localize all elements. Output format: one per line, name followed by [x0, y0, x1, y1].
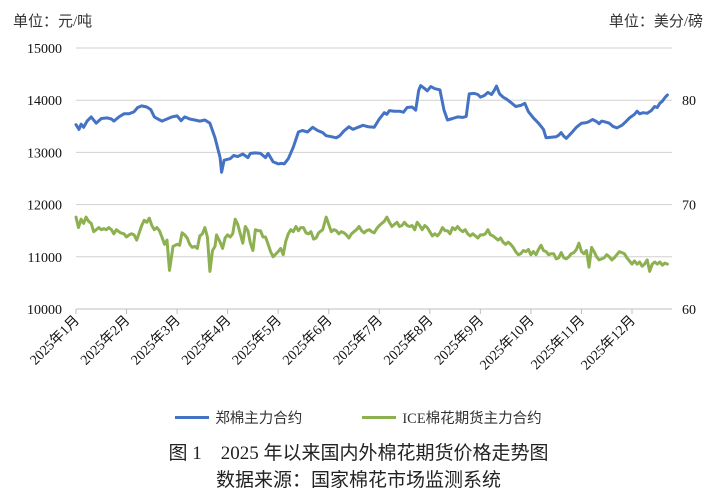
x-axis-tick-label: 2025年6月 [280, 313, 336, 369]
x-axis-tick-label: 2025年9月 [431, 313, 487, 369]
x-axis-tick-label: 2025年12月 [578, 313, 639, 374]
left-axis-tick-label: 10000 [27, 303, 62, 318]
chart-plot-area: 10000 11000 12000 13000 14000 15000 60 70 80 20… [27, 42, 696, 373]
legend-swatch-blue [175, 416, 210, 419]
legend-label-ice: ICE棉花期货主力合约 [402, 411, 542, 427]
x-axis-tick-label: 2025年3月 [128, 313, 184, 369]
legend-item-zce[interactable]: 郑棉主力合约 [175, 407, 302, 428]
gridlines [76, 47, 672, 310]
right-axis-tick-label: 80 [682, 94, 696, 109]
x-axis-tick-label: 2025年2月 [78, 313, 134, 369]
legend: 郑棉主力合约 ICE棉花期货主力合约 [0, 407, 717, 428]
left-axis-tick-label: 11000 [28, 251, 62, 266]
left-axis-tick-label: 13000 [27, 146, 62, 161]
legend-label-zce: 郑棉主力合约 [215, 411, 303, 427]
series-lines [74, 84, 669, 273]
x-axis-tick-label: 2025年7月 [330, 313, 386, 369]
right-axis-tick-label: 70 [682, 199, 696, 214]
zce-cotton-line [74, 84, 669, 174]
left-axis-tick-label: 14000 [27, 94, 62, 109]
x-axis-tick-label: 2025年4月 [179, 313, 235, 369]
right-axis-unit: 单位：美分/磅 [608, 14, 703, 30]
left-axis-tick-label: 12000 [27, 199, 62, 214]
ice-cotton-line [74, 215, 669, 273]
x-axis-tick-label: 2025年8月 [381, 313, 437, 369]
legend-swatch-green [362, 416, 397, 419]
x-axis-tick-label: 2025年1月 [27, 313, 83, 369]
x-axis-tick-label: 2025年10月 [477, 313, 538, 374]
x-axis: 2025年1月2025年2月2025年3月2025年4月2025年5月2025年… [27, 309, 639, 373]
left-axis-unit: 单位：元/吨 [13, 14, 93, 30]
legend-item-ice[interactable]: ICE棉花期货主力合约 [362, 407, 542, 428]
left-axis-tick-label: 15000 [27, 42, 62, 57]
right-axis-tick-label: 60 [682, 303, 696, 318]
figure-caption: 图 1 2025 年以来国内外棉花期货价格走势图 [168, 443, 549, 464]
right-axis-ticks: 60 70 80 [682, 94, 696, 318]
left-axis-ticks: 10000 11000 12000 13000 14000 15000 [27, 42, 62, 318]
x-axis-tick-label: 2025年5月 [229, 313, 285, 369]
data-source-note: 数据来源：国家棉花市场监测系统 [215, 470, 501, 491]
